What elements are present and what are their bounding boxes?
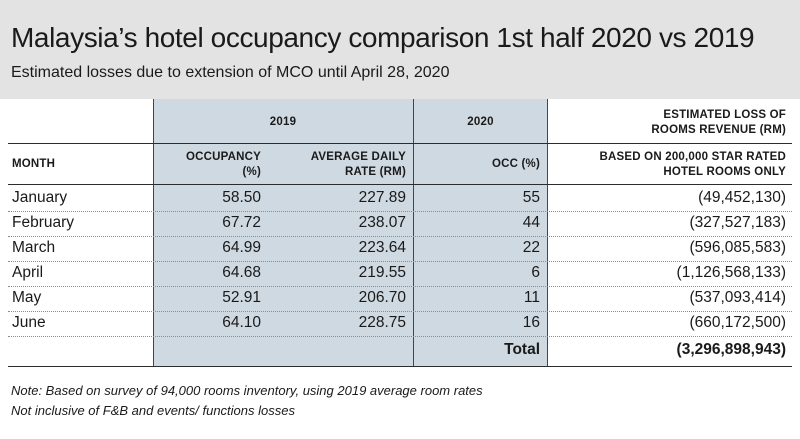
- page-title: Malaysia’s hotel occupancy comparison 1s…: [11, 22, 755, 53]
- cell-occ-2020: 16: [522, 314, 540, 331]
- footnote-survey: Note: Based on survey of 94,000 rooms in…: [11, 383, 483, 398]
- cell-occ-2020: 11: [523, 289, 540, 306]
- column-divider: [413, 99, 414, 366]
- cell-adr: 223.64: [358, 239, 406, 256]
- header-basis-line2: HOTEL ROOMS ONLY: [663, 166, 786, 178]
- cell-loss: (49,452,130): [698, 189, 786, 206]
- header-occupancy-line1: OCCUPANCY: [185, 151, 261, 163]
- cell-occupancy: 67.72: [222, 214, 261, 231]
- cell-occupancy: 58.50: [222, 189, 261, 206]
- cell-occ-2020: 44: [522, 214, 540, 231]
- row-separator: [8, 261, 792, 262]
- row-separator: [8, 336, 792, 337]
- header-adr-line1: AVERAGE DAILY: [310, 151, 406, 163]
- cell-adr: 228.75: [358, 314, 406, 331]
- cell-month: February: [12, 214, 75, 231]
- header-month: MONTH: [12, 158, 56, 170]
- footnote-exclusion: Not inclusive of F&B and events/ functio…: [11, 403, 295, 418]
- total-value: (3,296,898,943): [676, 341, 786, 358]
- header-rule: [8, 184, 792, 185]
- cell-month: June: [12, 314, 46, 331]
- cell-occ-2020: 55: [522, 189, 540, 206]
- row-separator: [8, 236, 792, 237]
- cell-loss: (596,085,583): [689, 239, 786, 256]
- column-divider: [547, 99, 548, 366]
- cell-occupancy: 64.10: [222, 314, 261, 331]
- total-label: Total: [504, 341, 540, 358]
- cell-loss: (327,527,183): [689, 214, 786, 231]
- header-basis-line1: BASED ON 200,000 STAR RATED: [599, 151, 786, 163]
- row-separator: [8, 211, 792, 212]
- cell-occupancy: 64.99: [222, 239, 261, 256]
- column-divider: [153, 99, 154, 366]
- cell-month: January: [12, 189, 68, 206]
- cell-adr: 206.70: [358, 289, 406, 306]
- cell-month: April: [12, 264, 44, 281]
- cell-occupancy: 64.68: [222, 264, 261, 281]
- header-occupancy-line2: (%): [242, 166, 261, 178]
- cell-occ-2020: 22: [522, 239, 540, 256]
- header-band: Malaysia’s hotel occupancy comparison 1s…: [0, 0, 800, 99]
- cell-adr: 227.89: [358, 189, 406, 206]
- cell-loss: (537,093,414): [689, 289, 786, 306]
- cell-month: May: [12, 289, 42, 306]
- header-loss-line2: ROOMS REVENUE (RM): [651, 124, 786, 136]
- cell-occupancy: 52.91: [222, 289, 261, 306]
- cell-occ-2020: 6: [531, 264, 540, 281]
- header-2020: 2020: [467, 116, 494, 128]
- header-occ-2020: OCC (%): [491, 158, 540, 170]
- cell-loss: (1,126,568,133): [676, 264, 786, 281]
- cell-month: March: [12, 239, 56, 256]
- header-loss-line1: ESTIMATED LOSS OF: [663, 109, 786, 121]
- page-subtitle: Estimated losses due to extension of MCO…: [11, 64, 450, 81]
- cell-adr: 238.07: [358, 214, 406, 231]
- table-bottom-rule: [8, 366, 792, 367]
- row-separator: [8, 286, 792, 287]
- cell-loss: (660,172,500): [689, 314, 786, 331]
- header-rule: [8, 143, 792, 144]
- header-adr-line2: RATE (RM): [345, 166, 406, 178]
- row-separator: [8, 311, 792, 312]
- cell-adr: 219.55: [358, 264, 406, 281]
- header-2019: 2019: [269, 116, 297, 128]
